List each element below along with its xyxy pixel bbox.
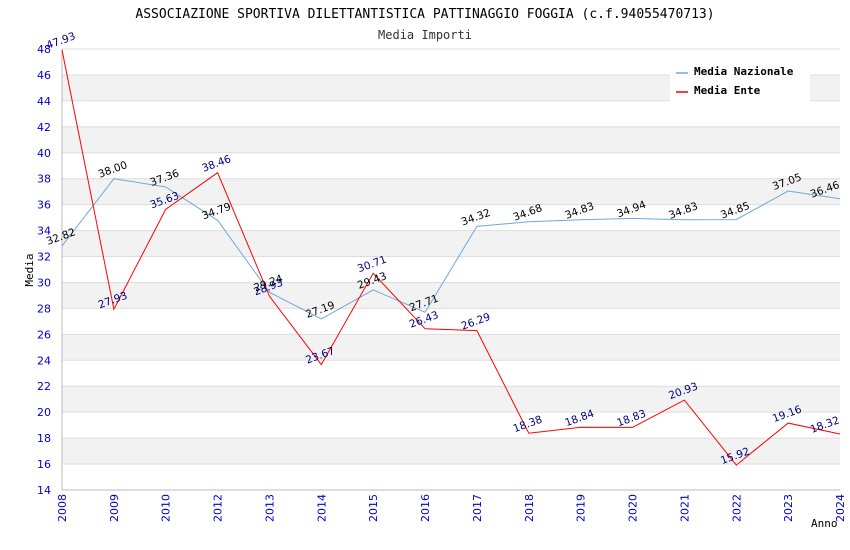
grid-band	[62, 230, 840, 257]
x-tick-label: 2010	[160, 494, 173, 522]
x-tick-label: 2023	[782, 494, 795, 522]
chart-title: ASSOCIAZIONE SPORTIVA DILETTANTISTICA PA…	[135, 7, 714, 22]
x-tick-label: 2022	[730, 494, 743, 522]
y-tick-label: 40	[37, 147, 51, 160]
y-tick-label: 14	[37, 484, 51, 497]
x-tick-label: 2017	[471, 494, 484, 522]
y-axis-title: Media	[23, 253, 36, 286]
legend-label-ente: Media Ente	[694, 84, 761, 97]
series-line-media-ente	[61, 49, 841, 466]
y-tick-labels: 14 16 18 20 22 24 26 28 30 32 34 36 38 40 42 44 46 48	[37, 43, 51, 497]
chart-subtitle: Media Importi	[378, 28, 472, 42]
grid-band	[62, 204, 840, 231]
y-tick-label: 22	[37, 380, 51, 393]
legend: Media Nazionale Media Ente	[670, 60, 810, 102]
x-tick-label: 2021	[678, 494, 691, 522]
x-tick-label: 2015	[367, 494, 380, 522]
grid-band	[62, 464, 840, 490]
x-tick-label: 2013	[263, 494, 276, 522]
x-tick-label: 2016	[419, 494, 432, 522]
legend-box	[670, 60, 810, 102]
series-layer	[61, 49, 841, 466]
x-tick-label: 2018	[523, 494, 536, 522]
y-tick-label: 16	[37, 458, 51, 471]
grid-band	[62, 282, 840, 309]
x-tick-labels: 2008 2009 2010 2012 2013 2014 2015 2016 2017 2018…	[56, 494, 847, 522]
x-tick-label: 2008	[56, 494, 69, 522]
y-tick-label: 42	[37, 121, 51, 134]
y-tick-label: 44	[37, 95, 51, 108]
gridlines	[62, 48, 840, 491]
y-tick-label: 36	[37, 199, 51, 212]
x-tick-label: 2012	[212, 494, 225, 522]
grid-band	[62, 308, 840, 335]
legend-label-nazionale: Media Nazionale	[694, 65, 794, 78]
y-tick-label: 38	[37, 173, 51, 186]
y-tick-label: 18	[37, 432, 51, 445]
x-axis-title: Anno	[811, 517, 838, 530]
grid-band	[62, 412, 840, 439]
y-tick-label: 28	[37, 302, 51, 315]
x-tick-label: 2019	[575, 494, 588, 522]
grid-band	[62, 386, 840, 413]
grid-band	[62, 360, 840, 387]
y-tick-label: 48	[37, 43, 51, 56]
grid-band	[62, 178, 840, 205]
grid-band	[62, 100, 840, 127]
y-tick-label: 24	[37, 354, 51, 367]
y-tick-label: 46	[37, 69, 51, 82]
plot-background-bands	[62, 49, 840, 490]
x-tick-label: 2014	[315, 494, 328, 522]
y-tick-label: 34	[37, 225, 51, 238]
grid-band	[62, 334, 840, 361]
y-tick-label: 32	[37, 251, 51, 264]
grid-band	[62, 152, 840, 179]
x-tick-label: 2020	[627, 494, 640, 522]
y-tick-label: 30	[37, 276, 51, 289]
x-tick-label: 2009	[108, 494, 121, 522]
series-line-media-nazionale	[61, 178, 841, 320]
grid-band	[62, 126, 840, 153]
x-tick-label: 2024	[834, 494, 847, 522]
y-tick-label: 26	[37, 328, 51, 341]
grid-band	[62, 438, 840, 465]
y-tick-label: 20	[37, 406, 51, 419]
